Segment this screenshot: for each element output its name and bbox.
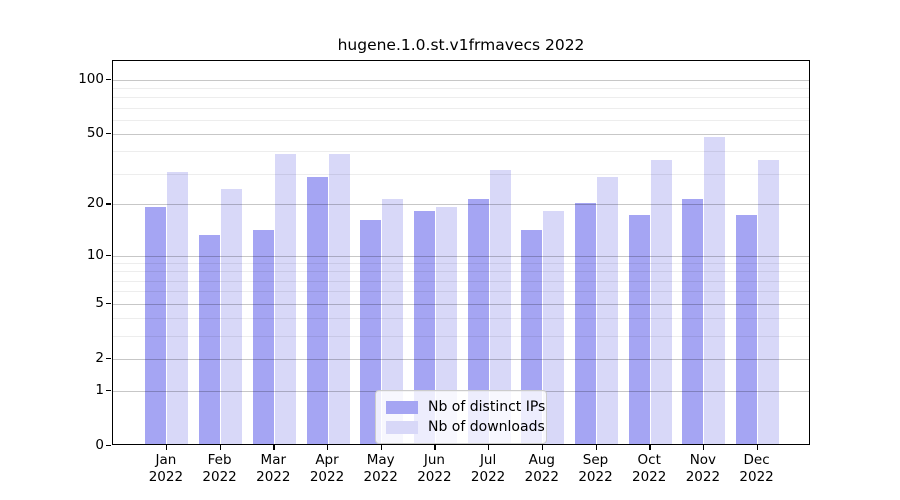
bar-downloads xyxy=(543,210,565,444)
x-tick-label: Sep 2022 xyxy=(578,452,613,485)
minor-gridline xyxy=(113,107,809,109)
y-tick-label: 20 xyxy=(86,195,104,212)
x-tick-mark xyxy=(165,445,168,450)
x-tick-label: Aug 2022 xyxy=(524,452,559,485)
bar-distinct-ips xyxy=(736,215,758,444)
bar-downloads xyxy=(274,153,296,444)
legend-swatch-distinct-ips xyxy=(386,400,418,414)
bar-downloads xyxy=(328,153,350,444)
legend-label-distinct-ips: Nb of distinct IPs xyxy=(428,399,546,415)
x-tick-mark xyxy=(649,445,651,450)
bar-distinct-ips xyxy=(575,202,596,444)
bar-downloads xyxy=(650,160,672,444)
x-tick-mark xyxy=(327,445,329,450)
y-tick-mark xyxy=(106,78,111,81)
y-tick-label: 1 xyxy=(95,381,104,398)
chart-title: hugene.1.0.st.v1frmavecs 2022 xyxy=(337,36,585,54)
bar-distinct-ips xyxy=(413,210,435,444)
minor-gridline xyxy=(113,88,809,90)
y-tick-label: 100 xyxy=(78,70,104,87)
major-gridline xyxy=(113,134,809,135)
plot-area xyxy=(112,60,810,445)
bar-downloads xyxy=(489,169,511,444)
x-tick-label: May 2022 xyxy=(363,452,398,485)
bar-downloads xyxy=(221,189,243,444)
x-tick-label: Oct 2022 xyxy=(632,452,667,485)
y-tick-label: 50 xyxy=(86,125,104,141)
y-tick-mark xyxy=(106,133,111,135)
y-tick-mark xyxy=(106,357,111,359)
bar-distinct-ips xyxy=(467,199,489,444)
x-tick-label: Jan 2022 xyxy=(148,452,184,485)
legend-box: Nb of distinct IPs Nb of downloads xyxy=(375,390,547,444)
x-tick-mark xyxy=(488,445,490,450)
x-tick-label: Nov 2022 xyxy=(685,452,721,485)
x-tick-mark xyxy=(219,445,221,450)
legend-item-downloads: Nb of downloads xyxy=(386,417,545,437)
y-tick-mark xyxy=(106,444,111,446)
x-tick-mark xyxy=(434,445,436,450)
bar-downloads xyxy=(597,177,618,444)
x-tick-label: Dec 2022 xyxy=(739,452,774,485)
y-tick-label: 5 xyxy=(95,294,104,311)
bar-downloads xyxy=(435,206,457,444)
y-tick-mark xyxy=(106,389,111,391)
y-tick-label: 2 xyxy=(95,349,104,366)
bar-distinct-ips xyxy=(682,199,704,444)
x-tick-label: Mar 2022 xyxy=(256,452,291,485)
x-tick-mark xyxy=(595,445,597,450)
x-tick-label: Apr 2022 xyxy=(309,452,345,485)
bar-distinct-ips xyxy=(628,215,650,444)
y-tick-mark xyxy=(106,203,111,205)
x-tick-mark xyxy=(380,445,383,450)
bar-distinct-ips xyxy=(199,234,221,444)
y-tick-label: 10 xyxy=(86,246,104,263)
legend-item-distinct-ips: Nb of distinct IPs xyxy=(386,397,545,417)
bar-downloads xyxy=(382,199,404,444)
bar-distinct-ips xyxy=(360,219,382,444)
x-tick-mark xyxy=(273,445,275,450)
y-tick-label: 0 xyxy=(95,436,104,453)
y-tick-mark xyxy=(106,254,111,256)
legend-swatch-downloads xyxy=(386,420,418,434)
x-tick-label: Jul 2022 xyxy=(470,452,506,485)
minor-gridline xyxy=(113,97,809,99)
x-tick-mark xyxy=(702,445,705,450)
x-tick-label: Feb 2022 xyxy=(202,452,237,485)
bar-distinct-ips xyxy=(145,206,167,444)
x-tick-label: Jun 2022 xyxy=(417,452,452,485)
bar-downloads xyxy=(167,172,189,444)
major-gridline xyxy=(113,79,809,81)
x-tick-mark xyxy=(756,445,758,450)
x-tick-mark xyxy=(541,445,544,450)
bar-distinct-ips xyxy=(252,229,274,444)
bar-downloads xyxy=(758,160,780,444)
minor-gridline xyxy=(113,119,809,121)
bar-distinct-ips xyxy=(306,177,328,444)
y-tick-mark xyxy=(106,302,111,304)
legend-label-downloads: Nb of downloads xyxy=(428,419,545,435)
bar-downloads xyxy=(704,137,726,444)
